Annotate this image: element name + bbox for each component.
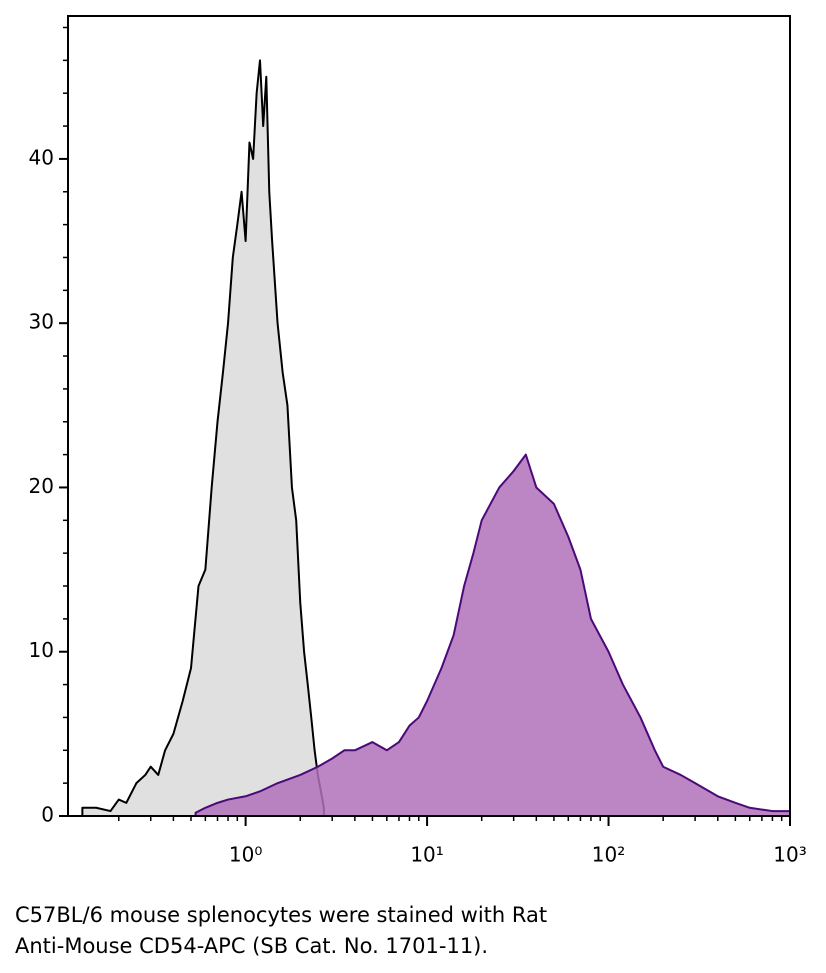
x-tick-label: 10⁰ — [229, 843, 262, 867]
x-tick-label: 10³ — [773, 843, 806, 867]
y-tick-label: 10 — [29, 638, 54, 662]
y-tick-label: 40 — [29, 145, 54, 169]
x-tick-label: 10¹ — [410, 843, 443, 867]
y-tick-label: 30 — [29, 310, 54, 334]
y-tick-label: 20 — [29, 474, 54, 498]
caption-line: Anti-Mouse CD54-APC (SB Cat. No. 1701-11… — [15, 934, 488, 958]
caption-line: C57BL/6 mouse splenocytes were stained w… — [15, 903, 547, 927]
histogram-area — [194, 453, 791, 817]
y-tick-label: 0 — [41, 803, 54, 827]
histogram-area — [81, 59, 325, 817]
plot-frame — [67, 15, 791, 817]
x-tick-label: 10² — [592, 843, 625, 867]
